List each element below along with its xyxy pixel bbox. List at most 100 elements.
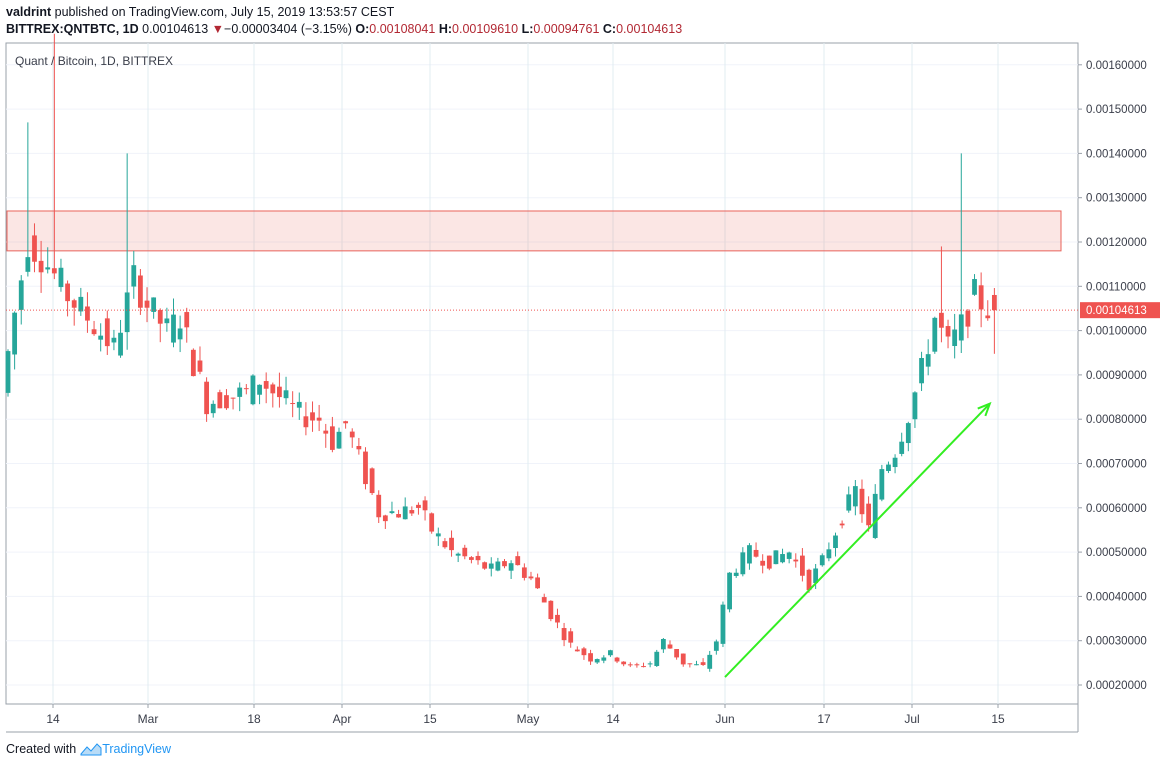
author-name[interactable]: valdrint: [6, 5, 52, 19]
candle: [277, 372, 282, 408]
candle-body: [899, 441, 905, 454]
candle-body: [846, 494, 852, 511]
candle-body: [634, 664, 640, 666]
candle: [945, 319, 951, 349]
y-tick-label: 0.00100000: [1086, 326, 1147, 338]
y-tick-label: 0.00130000: [1086, 193, 1147, 205]
tradingview-logo[interactable]: TradingView: [80, 742, 171, 756]
candle: [958, 153, 964, 353]
candle-body: [892, 457, 898, 468]
candle: [806, 568, 812, 593]
candle: [184, 307, 190, 343]
candle-body: [356, 446, 362, 450]
candle-body: [303, 416, 309, 428]
candle: [852, 480, 858, 516]
candle-body: [555, 614, 560, 623]
candle-body: [588, 653, 593, 662]
candle: [555, 608, 560, 629]
candle-body: [919, 358, 924, 384]
candle-body: [985, 315, 991, 319]
candle: [614, 656, 620, 664]
high-value: 0.00109610: [452, 22, 519, 36]
candle-body: [608, 650, 613, 656]
candle: [535, 573, 540, 589]
candle-body: [654, 651, 660, 666]
candle: [250, 374, 256, 406]
y-tick-label: 0.00120000: [1086, 237, 1147, 249]
candle-body: [389, 511, 395, 514]
candle: [243, 384, 249, 395]
candle-body: [694, 664, 699, 666]
candle-body: [455, 553, 461, 556]
candle: [872, 484, 878, 540]
candle-body: [462, 547, 468, 557]
candle: [376, 490, 382, 524]
candle-body: [475, 555, 481, 561]
candle-body: [978, 285, 984, 310]
candle-body: [210, 403, 216, 414]
price-chart[interactable]: 0.00104613 0.00020000 0.00030000 0.0004000…: [0, 0, 1170, 740]
symbol-info: BITTREX:QNTBTC, 1D 0.00104613 ▼−0.000034…: [6, 22, 682, 36]
candle-body: [482, 562, 488, 569]
candle: [435, 527, 441, 546]
publish-info: valdrint published on TradingView.com, J…: [6, 5, 394, 19]
candle-body: [647, 663, 653, 665]
candle-body: [442, 541, 448, 548]
candle: [627, 662, 633, 668]
candle-body: [416, 504, 421, 508]
change-arrow-icon: ▼: [211, 22, 225, 36]
candle-body: [12, 312, 18, 355]
candle: [190, 348, 196, 377]
y-tick-label: 0.00020000: [1086, 680, 1147, 692]
candle: [442, 538, 448, 549]
candle-body: [376, 494, 382, 518]
candle: [124, 153, 130, 350]
candle-body: [614, 657, 620, 662]
candle: [991, 288, 997, 354]
candle: [700, 658, 706, 666]
candle-body: [25, 257, 31, 272]
candle-body: [224, 395, 229, 409]
candle-body: [336, 431, 342, 449]
x-tick-label: 17: [817, 712, 831, 726]
candle-body: [800, 555, 805, 576]
y-tick-label: 0.00150000: [1086, 104, 1147, 116]
candle: [502, 559, 507, 569]
candle: [905, 421, 911, 452]
candle-body: [521, 567, 527, 578]
candle: [290, 391, 296, 418]
price-axis[interactable]: 0.00020000 0.00030000 0.00040000 0.00050000…: [1078, 60, 1147, 692]
candle: [336, 427, 342, 449]
resistance-zone: [6, 210, 1062, 252]
open-label: O:: [355, 22, 370, 36]
candle: [482, 561, 488, 570]
candle: [455, 552, 461, 563]
candle-body: [945, 326, 951, 337]
candle: [839, 520, 845, 529]
candle-body: [568, 631, 574, 643]
candle: [846, 486, 852, 513]
candle: [588, 649, 593, 665]
time-axis[interactable]: 14 Mar 18 Apr 15 May 14 Jun 17 Jul 15: [46, 704, 1005, 726]
candle-body: [382, 515, 388, 522]
x-tick-label: Mar: [138, 712, 159, 726]
candle-body: [627, 664, 633, 666]
candle: [51, 33, 57, 280]
candle-body: [793, 559, 799, 562]
y-tick-label: 0.00160000: [1086, 60, 1147, 72]
candle-body: [164, 318, 170, 324]
candle: [204, 377, 209, 422]
candle-body: [952, 329, 958, 347]
candle-body: [713, 641, 719, 651]
candle: [899, 432, 905, 457]
candle: [409, 506, 415, 516]
candle: [131, 250, 137, 299]
candle-body: [528, 576, 534, 579]
tradingview-logo-icon: [80, 743, 102, 756]
low-value: 0.00094761: [533, 22, 600, 36]
candle-body: [51, 268, 57, 274]
candle: [316, 404, 322, 432]
candle: [932, 316, 938, 354]
candle: [541, 593, 547, 603]
candle: [462, 544, 468, 560]
